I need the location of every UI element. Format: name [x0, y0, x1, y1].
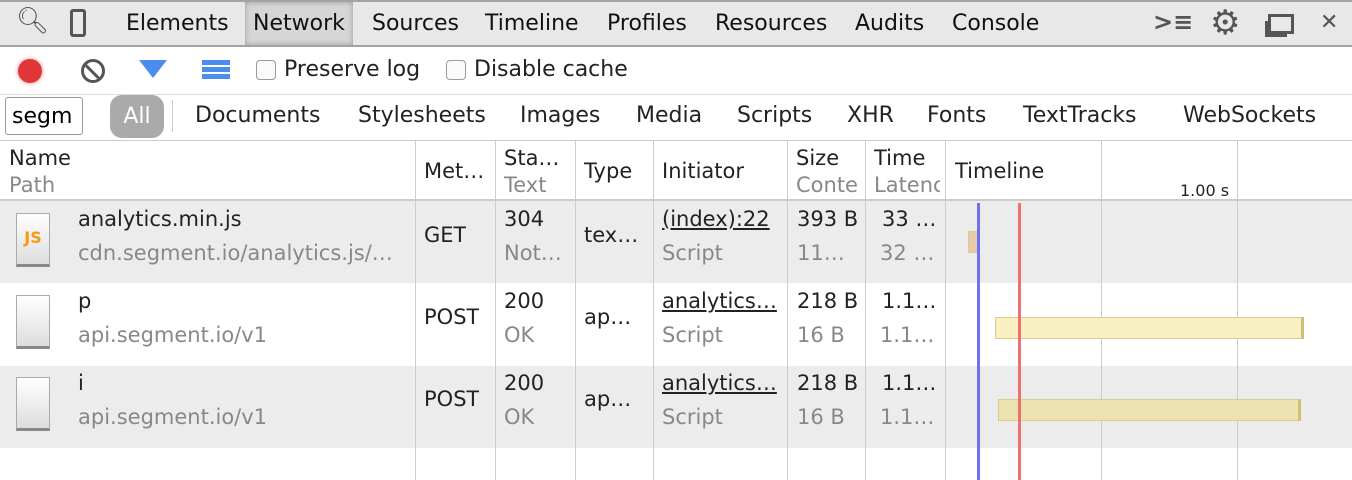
- filter-scripts[interactable]: Scripts: [737, 103, 813, 128]
- tab-timeline[interactable]: Timeline: [485, 11, 579, 36]
- disable-cache-checkbox[interactable]: [446, 60, 466, 80]
- timeline-tick-label: 1.00 s: [1180, 181, 1230, 200]
- blank-file-icon: [16, 295, 50, 349]
- filter-fonts[interactable]: Fonts: [927, 103, 987, 128]
- filter-icon[interactable]: [139, 60, 167, 78]
- row-size: 218 B: [797, 371, 859, 395]
- tab-profiles[interactable]: Profiles: [607, 11, 687, 36]
- row-content: 16 B: [797, 405, 845, 429]
- search-icon[interactable]: 🔍︎: [16, 6, 50, 36]
- col-status-text[interactable]: Text: [504, 173, 547, 197]
- timeline-bar[interactable]: [997, 399, 1302, 421]
- row-initiator-type: Script: [662, 323, 723, 347]
- row-initiator[interactable]: (index):22: [662, 207, 770, 231]
- large-rows-icon[interactable]: [202, 60, 230, 80]
- row-status-text: Not…: [504, 241, 562, 265]
- col-method[interactable]: Met…: [424, 159, 485, 183]
- filter-texttracks[interactable]: TextTracks: [1023, 103, 1137, 128]
- row-method: GET: [424, 223, 467, 247]
- preserve-log-label[interactable]: Preserve log: [284, 57, 421, 82]
- row-initiator[interactable]: analytics…: [662, 289, 777, 313]
- row-initiator-type: Script: [662, 241, 723, 265]
- row-method: POST: [424, 305, 480, 329]
- row-type: ap…: [584, 305, 632, 329]
- filter-documents[interactable]: Documents: [195, 103, 321, 128]
- row-name: p: [78, 289, 92, 313]
- col-type[interactable]: Type: [584, 159, 633, 183]
- dock-side-icon[interactable]: [1268, 14, 1294, 34]
- dom-content-loaded-line: [977, 203, 981, 480]
- col-status[interactable]: Sta…: [504, 146, 560, 170]
- tab-console[interactable]: Console: [952, 11, 1040, 36]
- row-status: 200: [504, 371, 545, 395]
- row-latency: 1.1…: [880, 405, 935, 429]
- row-time: 33 …: [882, 207, 937, 231]
- filter-images[interactable]: Images: [520, 103, 601, 128]
- col-latency[interactable]: Latenc: [874, 173, 940, 197]
- row-size: 393 B: [797, 207, 859, 231]
- row-status-text: OK: [504, 405, 535, 429]
- gear-icon[interactable]: ⚙: [1210, 3, 1241, 43]
- row-type: tex…: [584, 223, 639, 247]
- disable-cache-label[interactable]: Disable cache: [474, 57, 628, 82]
- tab-sources[interactable]: Sources: [372, 11, 460, 36]
- console-drawer-icon[interactable]: >≡: [1153, 8, 1194, 36]
- filter-websockets[interactable]: WebSockets: [1183, 103, 1317, 128]
- col-initiator[interactable]: Initiator: [662, 159, 744, 183]
- row-size: 218 B: [797, 289, 859, 313]
- col-timeline[interactable]: Timeline: [955, 159, 1045, 183]
- col-content[interactable]: Conte: [796, 173, 858, 197]
- device-mode-icon[interactable]: [70, 9, 86, 37]
- row-path: api.segment.io/v1: [78, 323, 268, 347]
- tab-elements[interactable]: Elements: [126, 11, 229, 36]
- filter-divider: [172, 100, 173, 132]
- row-status-text: OK: [504, 323, 535, 347]
- row-method: POST: [424, 387, 480, 411]
- load-event-line: [1018, 203, 1021, 480]
- tab-audits[interactable]: Audits: [855, 11, 925, 36]
- network-toolbar: Preserve log Disable cache: [0, 47, 1352, 95]
- col-name[interactable]: Name: [9, 146, 71, 170]
- preserve-log-checkbox[interactable]: [256, 60, 276, 80]
- row-name: analytics.min.js: [78, 207, 242, 231]
- filter-bar: segm All Documents Stylesheets Images Me…: [0, 95, 1352, 141]
- tab-resources[interactable]: Resources: [715, 11, 828, 36]
- filter-input[interactable]: segm: [5, 97, 83, 135]
- clear-icon[interactable]: [81, 59, 105, 83]
- row-status: 304: [504, 207, 545, 231]
- blank-file-icon: [16, 377, 50, 431]
- requests-table: Name Path Met… Sta… Text Type Initiator …: [0, 141, 1352, 480]
- timeline-bar[interactable]: [994, 317, 1305, 339]
- row-time: 1.1…: [882, 289, 937, 313]
- row-content: 16 B: [797, 323, 845, 347]
- row-name: i: [78, 371, 84, 395]
- row-path: api.segment.io/v1: [78, 405, 268, 429]
- row-type: ap…: [584, 387, 632, 411]
- row-path: cdn.segment.io/analytics.js/…: [78, 241, 393, 265]
- table-header: Name Path Met… Sta… Text Type Initiator …: [0, 141, 1352, 201]
- devtools-tabbar: 🔍︎ Elements Network Sources Timeline Pro…: [0, 0, 1352, 47]
- filter-all-button[interactable]: All: [110, 95, 164, 138]
- tab-network[interactable]: Network: [245, 2, 353, 45]
- row-content: 11…: [797, 241, 845, 265]
- js-file-icon: JS: [16, 213, 50, 267]
- col-size[interactable]: Size: [796, 146, 840, 170]
- row-initiator[interactable]: analytics…: [662, 371, 777, 395]
- row-latency: 1.1…: [880, 323, 935, 347]
- filter-xhr[interactable]: XHR: [847, 103, 894, 128]
- table-row[interactable]: [0, 201, 1352, 283]
- row-initiator-type: Script: [662, 405, 723, 429]
- row-latency: 32 …: [880, 241, 935, 265]
- col-time[interactable]: Time: [874, 146, 926, 170]
- filter-media[interactable]: Media: [636, 103, 703, 128]
- record-button[interactable]: [18, 59, 42, 83]
- col-path[interactable]: Path: [9, 173, 56, 197]
- filter-stylesheets[interactable]: Stylesheets: [358, 103, 486, 128]
- row-status: 200: [504, 289, 545, 313]
- row-time: 1.1…: [882, 371, 937, 395]
- close-icon[interactable]: ✕: [1320, 10, 1339, 35]
